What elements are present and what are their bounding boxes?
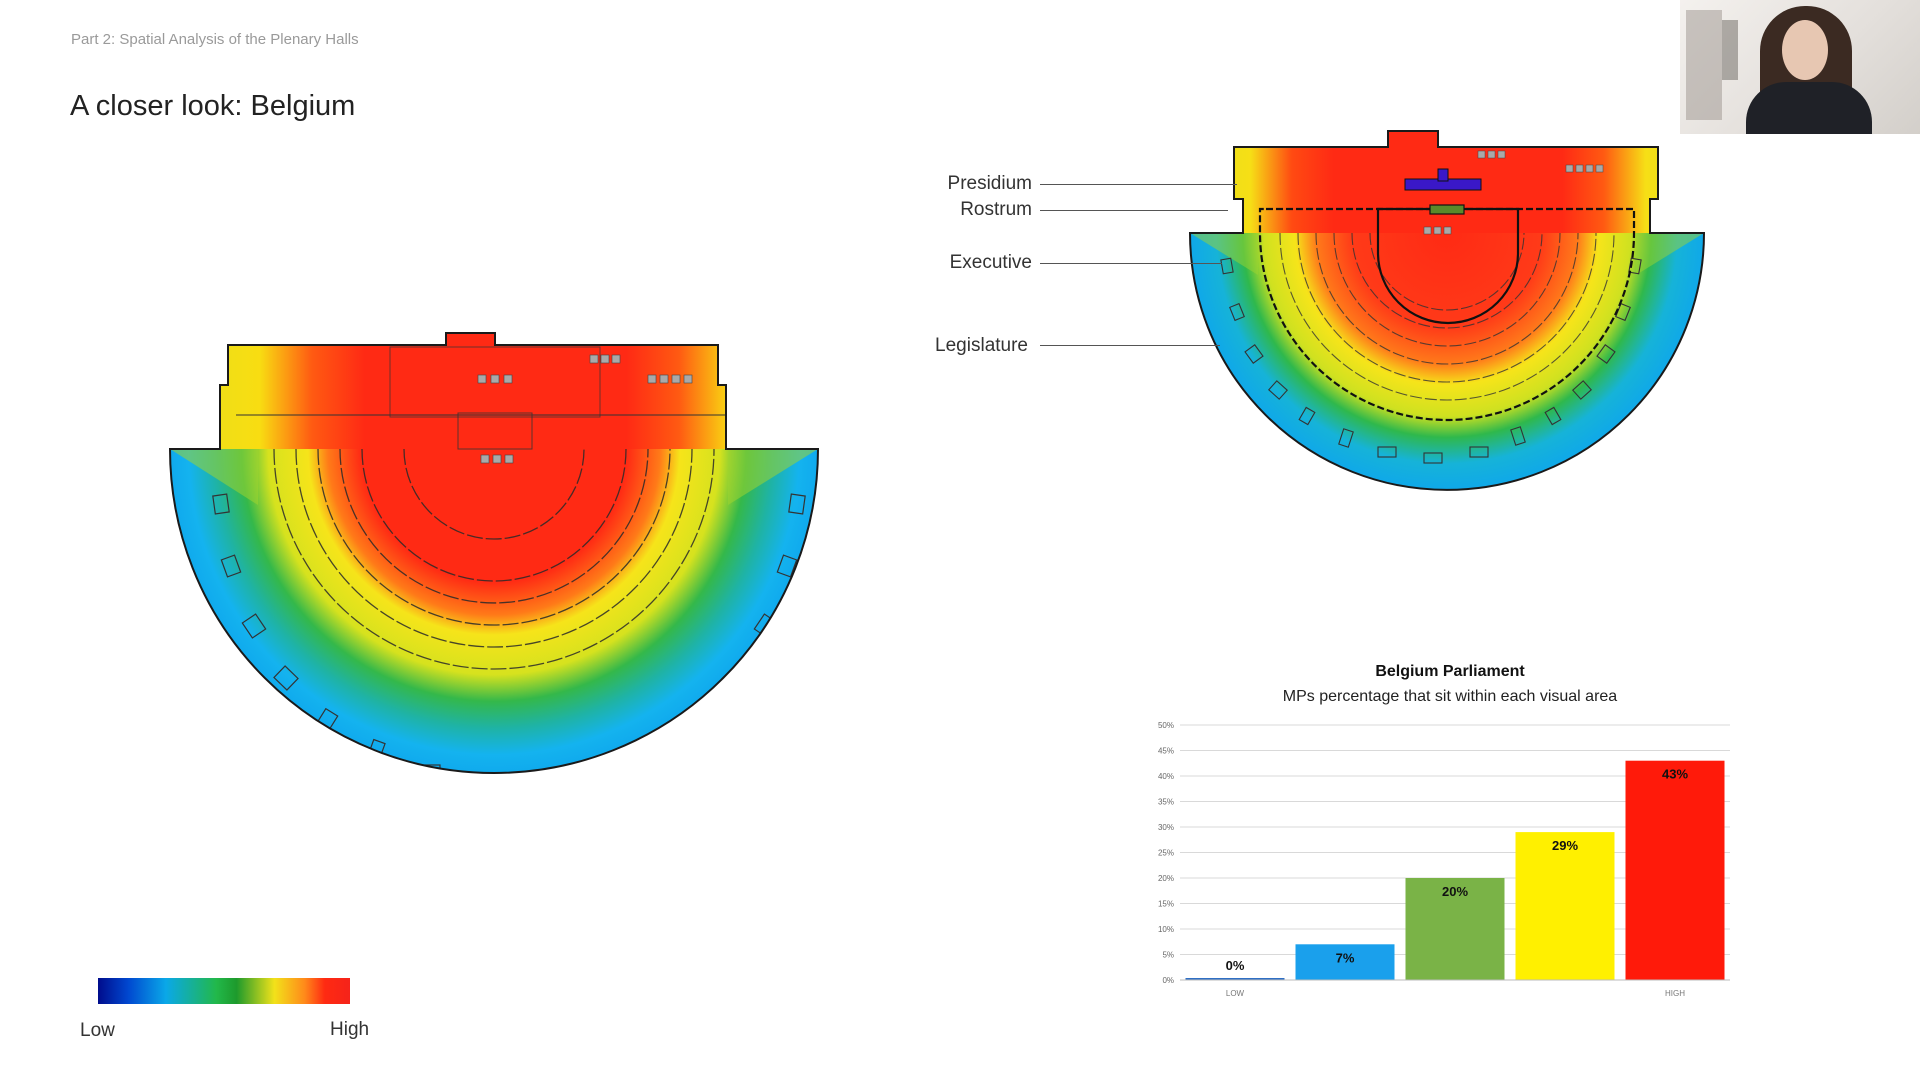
y-tick-label: 0% <box>1162 976 1174 985</box>
legend-high-label: High <box>330 1019 370 1040</box>
belgium-hall-zones-diagram <box>1188 130 1706 491</box>
bar <box>1515 832 1615 980</box>
y-tick-label: 25% <box>1158 849 1174 858</box>
chart-title: Belgium Parliament <box>1375 663 1525 680</box>
section-label: Part 2: Spatial Analysis of the Plenary … <box>71 31 359 48</box>
chart-subtitle: MPs percentage that sit within each visu… <box>1282 688 1618 705</box>
x-tick-label: HIGH <box>1665 989 1685 998</box>
y-tick-label: 20% <box>1158 874 1174 883</box>
y-tick-label: 15% <box>1158 900 1174 909</box>
y-tick-label: 30% <box>1158 823 1174 832</box>
label-presidium: Presidium <box>947 173 1032 194</box>
leader-line-rostrum <box>1040 210 1228 211</box>
label-rostrum: Rostrum <box>960 199 1032 220</box>
label-executive: Executive <box>949 252 1032 273</box>
slide-title: A closer look: Belgium <box>70 90 356 122</box>
y-tick-label: 50% <box>1158 721 1174 730</box>
data-label: 43% <box>1662 767 1688 782</box>
label-legislature: Legislature <box>935 335 1028 356</box>
y-tick-label: 35% <box>1158 798 1174 807</box>
y-tick-label: 45% <box>1158 747 1174 756</box>
bar <box>1185 978 1285 980</box>
color-scale-bar <box>98 978 350 1004</box>
leader-line-presidium <box>1040 184 1237 185</box>
legend-low-label: Low <box>80 1020 115 1041</box>
bar-chart: 0% 5% 10% 15% 20% 25% 30% 35% 40% 45% 50% 0% LOW 7% 20… <box>1158 721 1730 998</box>
belgium-hall-heatmap <box>168 332 820 774</box>
data-label: 7% <box>1336 950 1355 965</box>
y-tick-label: 10% <box>1158 925 1174 934</box>
y-tick-label: 40% <box>1158 772 1174 781</box>
bar <box>1405 878 1505 980</box>
bar <box>1625 760 1725 980</box>
bar <box>1295 944 1395 980</box>
data-label: 20% <box>1442 884 1468 899</box>
data-label: 29% <box>1552 838 1578 853</box>
leader-line-executive <box>1040 263 1222 264</box>
presenter-video <box>1680 0 1920 134</box>
leader-line-legislature <box>1040 345 1220 346</box>
y-tick-label: 5% <box>1162 951 1174 960</box>
x-tick-label: LOW <box>1226 989 1245 998</box>
data-label: 0% <box>1226 958 1245 973</box>
